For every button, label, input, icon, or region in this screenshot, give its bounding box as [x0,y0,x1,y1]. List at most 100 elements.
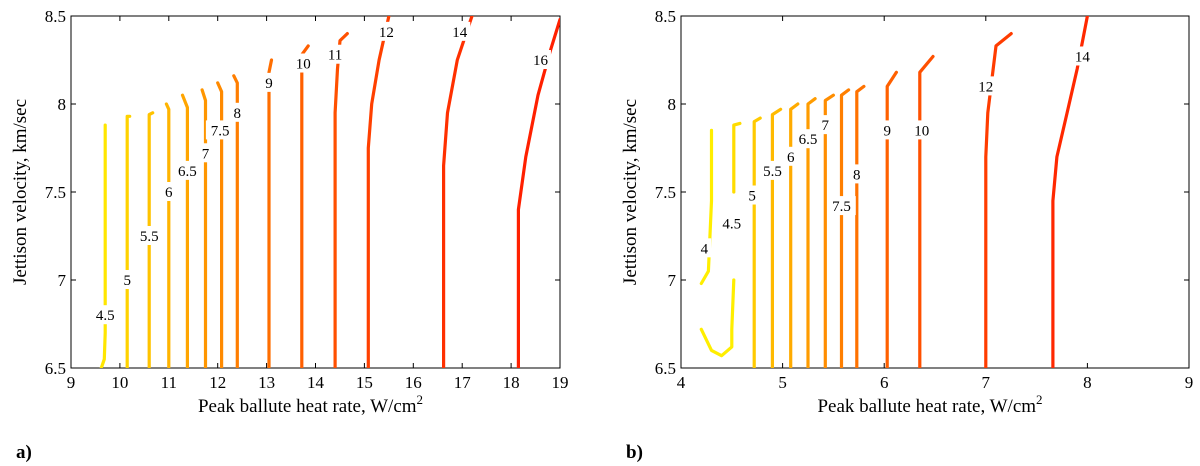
contour-line-4 [699,278,736,358]
x-tick-label: 13 [258,373,275,392]
x-axis-label: Peak ballute heat rate, W/cm2 [817,392,1042,417]
x-axis-label-superscript: 2 [417,392,424,407]
contour-label-bg [324,44,346,64]
contour-label-bg [205,120,235,140]
x-axis-label: Peak ballute heat rate, W/cm2 [198,392,423,417]
contour-label: 10 [296,57,311,73]
contour-label: 6.5 [178,164,197,180]
contour-line-10 [918,54,935,368]
contour-label: 14 [1075,49,1091,65]
y-axis-label: Jettison velocity, km/sec [10,99,31,285]
contour-label: 8 [853,167,861,183]
contour-line-9 [267,58,274,368]
contour-label: 4.5 [96,308,115,324]
contour-line-16 [516,17,560,368]
contour-label: 14 [452,25,468,41]
contour-label: 7.5 [832,199,851,215]
y-tick-label: 8.5 [655,7,676,26]
x-tick-label: 6 [880,373,889,392]
contour-label: 5 [123,273,131,289]
contour-line-8 [232,74,239,368]
x-tick-label: 5 [778,373,787,392]
contour-label-bg [198,143,213,163]
contour-line-7 [823,93,835,368]
panel-label: a) [16,442,32,463]
contour-label-bg [911,120,933,140]
contour-label: 11 [328,48,342,64]
contour-label: 4 [701,241,709,257]
x-axis-label-superscript: 2 [1036,392,1043,407]
contour-label: 5.5 [140,229,159,245]
x-tick-label: 4 [677,373,686,392]
contour-label: 7 [202,146,210,162]
x-tick-label: 7 [982,373,991,392]
contour-label-bg [134,226,164,245]
contour-label-bg [850,164,864,184]
contour-label: 8 [234,106,242,122]
contour-label: 6 [787,150,795,166]
contour-line-7_5 [839,88,851,368]
contour-label: 16 [533,53,549,69]
contour-line-12 [366,16,391,368]
x-tick-label: 9 [1185,373,1194,392]
y-tick-label: 8 [58,95,67,114]
contour-label-bg [120,270,134,289]
contour-line-6_5 [180,93,189,368]
panel-label: b) [626,442,643,463]
contour-label-bg [818,115,833,135]
x-axis-label-text: Peak ballute heat rate, W/cm [817,396,1036,417]
contour-line-4-b [699,128,714,286]
contour-label-bg [717,213,747,233]
x-tick-label: 11 [161,373,177,392]
x-tick-label: 10 [111,373,128,392]
contour-line-6_5 [806,97,817,368]
contour-label-bg [529,50,551,69]
contour-label-bg [162,182,176,201]
contour-label-bg [1071,46,1093,66]
contour-label: 5.5 [763,164,782,180]
contour-line-5_5 [770,107,783,368]
contour-line-5_5 [147,111,155,368]
y-tick-label: 8.5 [45,7,66,26]
y-axis-label: Jettison velocity, km/sec [620,99,641,285]
y-tick-label: 8 [668,95,677,114]
x-tick-label: 14 [307,373,325,392]
contour-line-14 [442,16,474,368]
contour-label-bg [783,146,798,166]
contour-line-11 [333,32,349,368]
x-tick-label: 17 [454,373,472,392]
contour-line-5 [752,116,762,368]
x-tick-label: 15 [356,373,373,392]
contour-label: 6 [165,185,173,201]
contour-label: 10 [914,123,929,139]
contour-label: 12 [978,79,993,95]
contour-label-bg [758,160,787,180]
contour-label: 7 [822,118,830,134]
contour-line-8 [855,84,866,368]
contour-label: 6.5 [799,132,818,148]
plot-frame [70,15,561,369]
y-tick-label: 7.5 [655,183,676,202]
contour-line-7 [200,88,208,368]
contour-label: 12 [379,25,394,41]
contour-label-bg [230,102,245,122]
y-tick-label: 7.5 [45,183,66,202]
y-tick-label: 6.5 [45,359,66,378]
contour-label-bg [90,305,120,325]
contour-label-bg [697,238,712,258]
contour-line-4_5 [99,123,107,368]
contour-label-bg [880,120,894,140]
contour-label-bg [449,21,471,41]
contour-line-6 [164,102,171,368]
contour-label-bg [827,196,856,216]
x-tick-label: 19 [552,373,569,392]
x-tick-label: 8 [1083,373,1092,392]
x-tick-label: 9 [67,373,76,392]
x-axis-label-text: Peak ballute heat rate, W/cm [198,396,417,417]
contour-line-9 [885,70,898,368]
contour-label: 9 [265,76,273,92]
contour-label: 9 [883,123,891,139]
